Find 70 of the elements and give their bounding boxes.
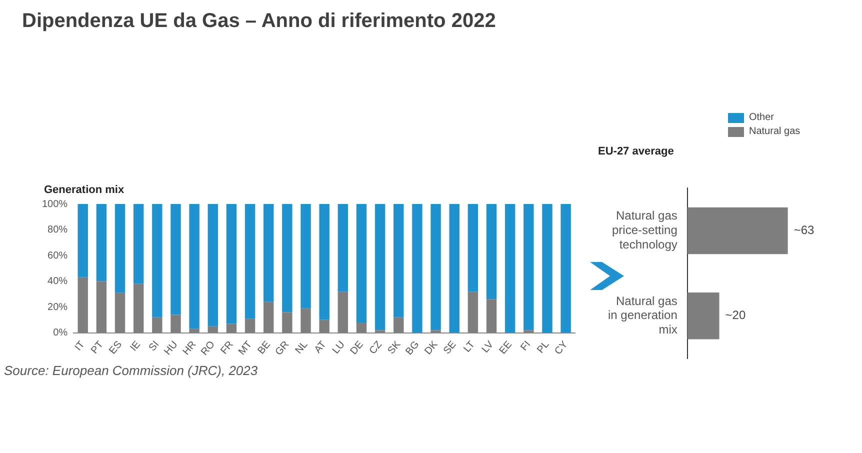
y-tick-label: 20% [48, 302, 68, 313]
bar [300, 204, 311, 308]
x-tick-label: HR [181, 339, 199, 358]
x-tick-label: BE [256, 339, 274, 357]
bar [208, 204, 218, 326]
x-tick-label: DK [422, 339, 440, 357]
x-tick-label: PL [535, 338, 552, 356]
bar [78, 204, 88, 278]
x-tick-label: AT [312, 339, 329, 356]
y-tick-label: 60% [48, 250, 68, 262]
bar [449, 204, 460, 333]
bar [338, 204, 348, 292]
bar [560, 204, 571, 333]
bar [356, 204, 367, 322]
x-tick-label: FI [518, 339, 534, 354]
y-tick-label: 0% [53, 328, 68, 339]
x-tick-label: LU [330, 339, 348, 356]
bar [412, 204, 422, 333]
x-tick-label: IT [73, 339, 88, 354]
chart-title: EU-27 average [598, 146, 674, 158]
x-tick-label: HU [162, 339, 180, 358]
y-tick-label: Natural gas in generation mix [608, 294, 678, 337]
bar [226, 204, 237, 324]
x-tick-label: SI [147, 339, 162, 354]
bar [114, 204, 126, 293]
bar [542, 204, 552, 333]
x-tick-label: CY [552, 339, 570, 357]
x-tick-label: LT [462, 339, 478, 355]
x-tick-label: CZ [367, 339, 384, 357]
x-tick-label: MT [236, 339, 254, 358]
y-tick-label: 40% [48, 276, 68, 288]
x-tick-label: DE [348, 339, 366, 357]
y-tick-label: 80% [48, 224, 68, 236]
bar [468, 204, 478, 292]
x-tick-label: FR [218, 339, 236, 357]
y-tick-label: 100% [42, 198, 68, 210]
bar [96, 204, 107, 282]
x-tick-label: LV [480, 339, 496, 356]
bar [394, 204, 404, 318]
bar [374, 204, 386, 330]
x-tick-label: IE [128, 339, 144, 354]
source-note: Source: European Commission (JRC), 2023 [4, 363, 258, 378]
bar [264, 204, 274, 302]
bar [319, 204, 330, 320]
legend-label: Other [749, 112, 774, 123]
x-tick-label: PT [89, 339, 106, 356]
data-label: ~63 [794, 223, 814, 238]
bar [133, 204, 144, 284]
bar [524, 204, 534, 330]
bar [170, 204, 181, 315]
bar [152, 204, 162, 318]
x-tick-label: NL [294, 338, 310, 356]
bar [244, 204, 256, 319]
legend-label: Natural gas [749, 126, 800, 137]
bar [189, 204, 200, 329]
y-axis-title: Generation mix [44, 184, 124, 196]
bar [504, 204, 516, 333]
x-tick-label: BG [404, 339, 422, 358]
y-tick-label: Natural gas price-setting technology [612, 208, 678, 252]
chart-title: Dipendenza UE da Gas – Anno di riferimento 2022 [22, 10, 496, 33]
x-tick-label: EE [497, 339, 515, 357]
data-label: ~20 [725, 308, 746, 322]
bar [282, 204, 292, 312]
x-tick-label: GR [274, 339, 292, 358]
bar [486, 204, 497, 300]
x-tick-label: SK [386, 339, 404, 357]
x-tick-label: RO [199, 339, 218, 358]
x-tick-label: ES [107, 339, 125, 357]
x-tick-label: SE [442, 339, 459, 357]
bar [430, 204, 441, 330]
